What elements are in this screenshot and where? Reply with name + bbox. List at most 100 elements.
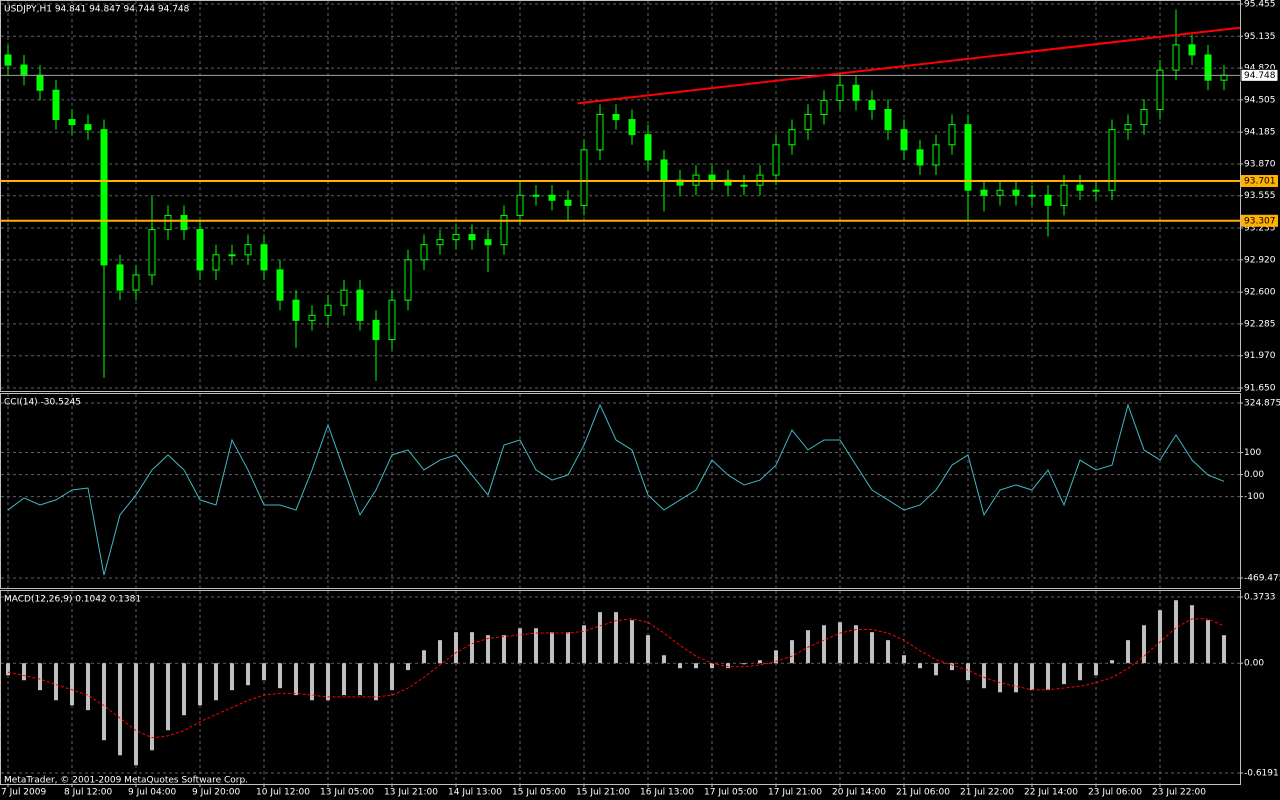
macd-bar [150,663,154,751]
macd-bar [1222,635,1226,664]
macd-bar [502,635,506,664]
candle-body [20,64,28,76]
candle-body [468,234,476,241]
x-tick-label: 17 Jul 05:00 [704,788,758,798]
candle-body [436,239,444,246]
candle-body [580,149,588,206]
candle-body [116,264,124,291]
candle-body [964,124,972,191]
x-tick-label: 22 Jul 14:00 [1024,788,1078,798]
panel-frame [0,393,1241,589]
candle-body [820,99,828,116]
y-tick-label: -0.6191 [1244,769,1279,779]
candle-body [1028,194,1036,197]
macd-bar [662,655,666,664]
macd-bar [230,663,234,691]
macd-bar [534,628,538,664]
candle-body [612,114,620,121]
candle-body [36,74,44,91]
macd-bar [918,663,922,669]
y-tick-label: -469.475 [1244,574,1280,584]
y-tick-label: 92.600 [1244,288,1276,298]
macd-bar [86,663,90,711]
macd-bar [6,663,10,676]
macd-bar [774,650,778,664]
macd-bar [118,663,122,756]
candle-body [52,89,60,121]
macd-bar [1174,600,1178,664]
candle-body [500,214,508,246]
candle-body [516,194,524,216]
panel-title: CCI(14) -30.5245 [4,398,81,408]
candle-body [708,174,716,181]
macd-bar [294,663,298,696]
candle-body [772,144,780,176]
macd-bar [246,663,250,686]
candle-body [1204,54,1212,81]
macd-bar [614,612,618,664]
candle-body [1044,194,1052,206]
macd-bar [1142,625,1146,664]
macd-bar [278,663,282,689]
macd-bar [966,663,970,681]
candle-body [372,319,380,341]
candle-body [180,214,188,231]
y-tick-label: 92.285 [1244,319,1276,329]
level-label: 93.701 [1244,177,1276,187]
y-tick-label: 94.820 [1244,64,1276,74]
x-tick-label: 15 Jul 21:00 [576,788,630,798]
macd-bar [374,663,378,701]
candle-body [84,124,92,131]
macd-bar [870,632,874,664]
x-tick-label: 9 Jul 04:00 [128,788,177,798]
macd-bar [1094,663,1098,676]
macd-bar [422,650,426,664]
macd-bar [326,663,330,701]
x-tick-label: 21 Jul 22:00 [960,788,1014,798]
candle-body [340,289,348,306]
macd-bar [1190,605,1194,664]
x-tick-label: 15 Jul 05:00 [512,788,566,798]
macd-bar [38,663,42,691]
y-tick-label: 91.970 [1244,351,1276,361]
candle-body [164,214,172,231]
candle-body [260,244,268,271]
candle-body [68,119,76,126]
x-tick-label: 13 Jul 21:00 [384,788,438,798]
level-label-box [1241,214,1278,227]
x-tick-label: 7 Jul 2009 [1,788,46,798]
y-tick-label: 95.455 [1244,0,1276,10]
macd-bar [838,622,842,664]
macd-bar [54,663,58,701]
macd-bar [678,663,682,669]
x-tick-label: 20 Jul 14:00 [832,788,886,798]
macd-bar [198,663,202,706]
candle-body [148,229,156,276]
candle-body [324,304,332,316]
candle-body [564,199,572,206]
candle-body [196,229,204,271]
candle-body [308,314,316,321]
y-tick-label: 94.505 [1244,95,1276,105]
candle-body [452,234,460,241]
panel-title: MACD(12,26,9) 0.1042 0.1381 [4,595,141,605]
candle-body [548,194,556,201]
macd-bar [902,655,906,664]
macd-bar [1206,620,1210,664]
candle-body [932,144,940,166]
macd-bar [342,663,346,696]
candle-body [292,299,300,321]
macd-bar [982,663,986,689]
candle-body [404,259,412,301]
last-price-box [1240,68,1279,82]
macd-bar [742,663,746,665]
candle-body [132,274,140,291]
macd-bar [726,663,730,669]
y-tick-label: 0.00 [1244,659,1264,669]
candle-body [644,134,652,161]
candle-body [788,129,796,146]
macd-bar [646,635,650,664]
macd-bar [134,663,138,766]
